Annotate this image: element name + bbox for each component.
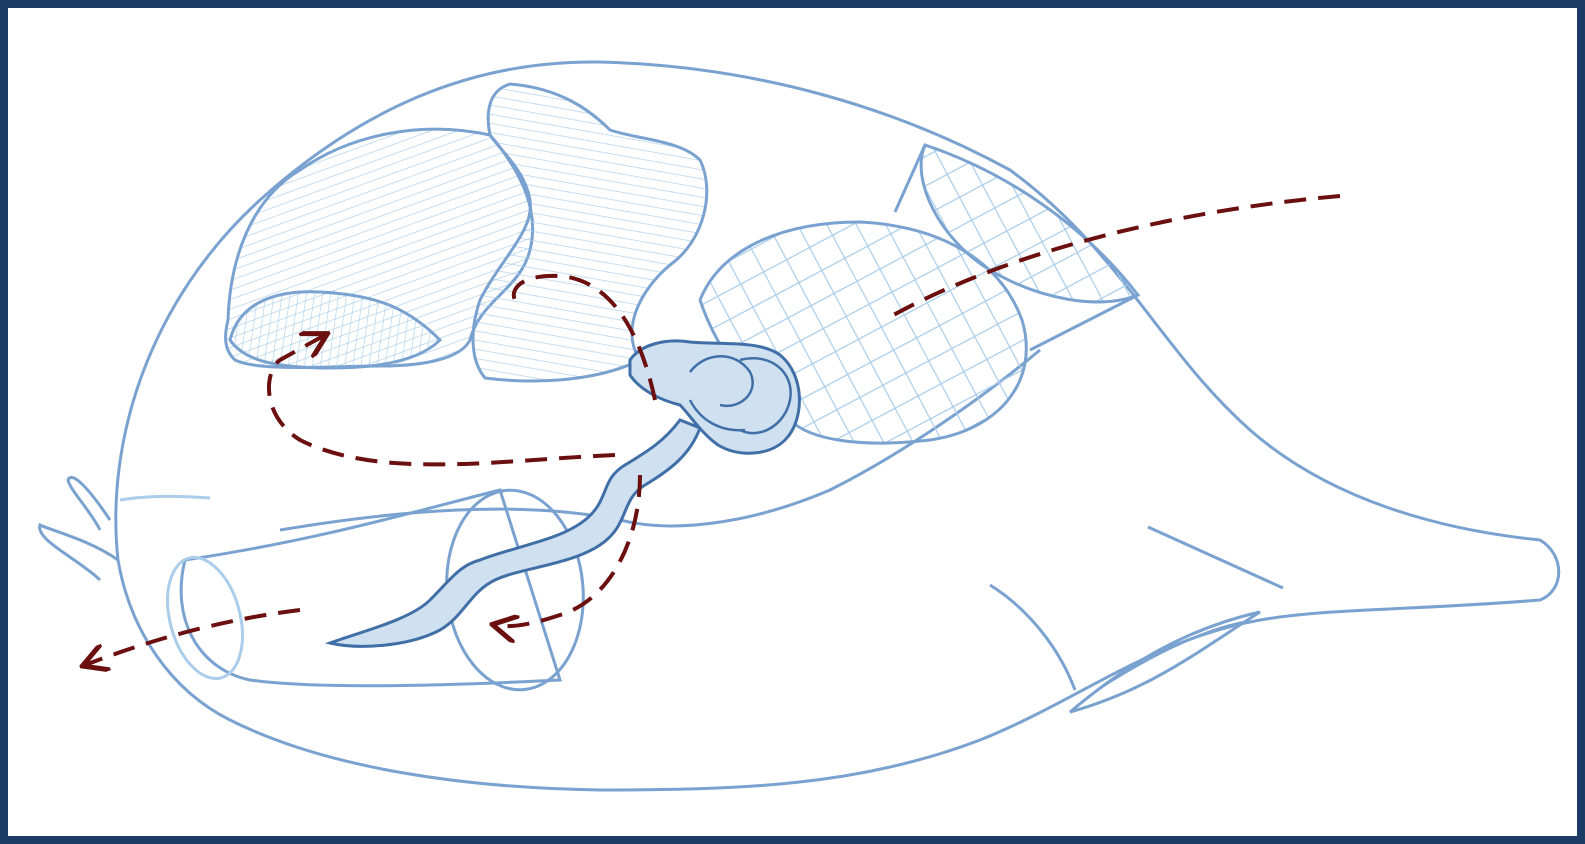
left-process: [66, 476, 112, 531]
cone-side: [893, 144, 927, 213]
striated-upper-lobe: [471, 82, 709, 383]
dorsal-arm: [38, 522, 119, 582]
flow-arrow-crop-loop: [511, 273, 657, 401]
mouth-tube-end-left: [166, 555, 244, 681]
contour-lower-a: [989, 583, 1077, 691]
flow-arrow-down: [495, 474, 642, 626]
contour-lower-b: [1147, 525, 1284, 590]
beak-inner: [1104, 620, 1246, 687]
beak: [1069, 610, 1261, 714]
netted-cone: [919, 143, 1141, 304]
flow-arrow-exit: [85, 608, 301, 665]
organ-fold-a: [689, 355, 754, 408]
crop-pouch-lip: [228, 290, 443, 370]
organ-fold-c: [688, 399, 746, 432]
body-outline: [114, 60, 1561, 792]
mouth-tube: [179, 488, 563, 688]
contour-left: [119, 494, 211, 502]
organ-fold-b: [739, 357, 792, 435]
cone-base: [1029, 293, 1139, 352]
flow-arrow-return: [267, 335, 616, 467]
flow-arrow-entry: [887, 194, 1341, 320]
convoluted-organ: [628, 339, 801, 455]
flow-path-arrows: [85, 194, 1341, 665]
